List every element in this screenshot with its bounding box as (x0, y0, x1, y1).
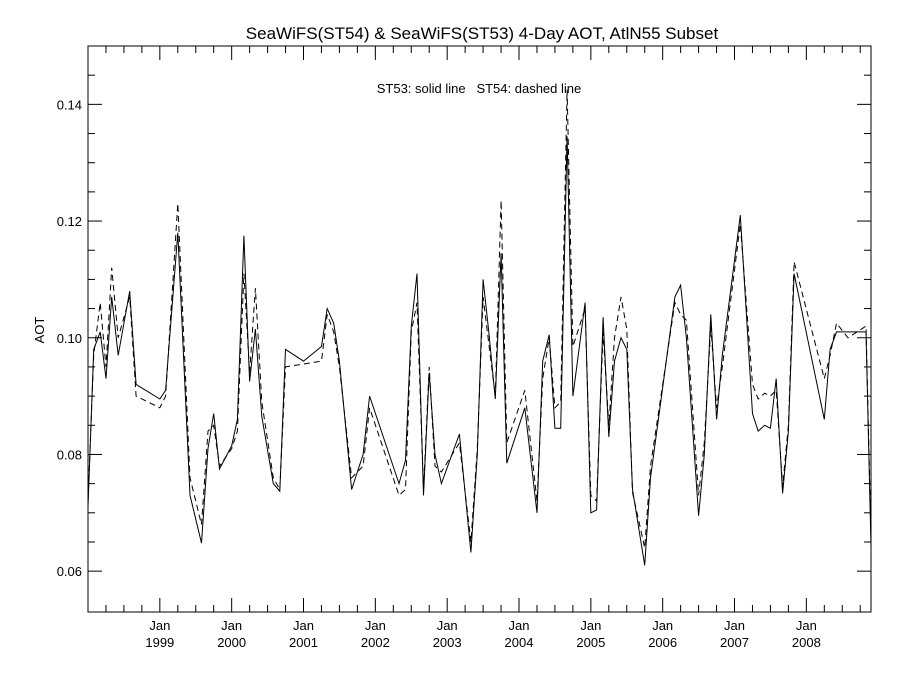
series-line-st54 (87, 89, 872, 548)
x-tick-year-label: 2008 (792, 635, 821, 650)
plot-area-frame (87, 45, 872, 613)
y-tick-label: 0.10 (57, 331, 82, 346)
x-tick-month-label: Jan (580, 618, 601, 633)
chart-title: SeaWiFS(ST54) & SeaWiFS(ST53) 4-Day AOT,… (246, 24, 719, 43)
x-tick-year-label: 1999 (145, 635, 174, 650)
y-tick-label: 0.12 (57, 214, 82, 229)
y-tick-label: 0.08 (57, 447, 82, 462)
x-tick-year-label: 2006 (648, 635, 677, 650)
series-line-st53 (87, 136, 872, 566)
x-tick-year-label: 2001 (289, 635, 318, 650)
x-tick-year-label: 2007 (720, 635, 749, 650)
y-tick-label: 0.14 (57, 97, 82, 112)
y-tick-label: 0.06 (57, 564, 82, 579)
x-tick-year-label: 2000 (217, 635, 246, 650)
x-tick-year-label: 2002 (361, 635, 390, 650)
x-tick-year-label: 2005 (576, 635, 605, 650)
x-tick-month-label: Jan (509, 618, 530, 633)
x-tick-year-label: 2004 (505, 635, 534, 650)
y-axis-label: AOT (32, 317, 47, 344)
series-layer (87, 89, 872, 566)
x-tick-month-label: Jan (724, 618, 745, 633)
x-tick-year-label: 2003 (433, 635, 462, 650)
x-tick-month-label: Jan (796, 618, 817, 633)
x-tick-month-label: Jan (221, 618, 242, 633)
ticks-layer: 0.06 0.08 0.10 0.12 0.14 Jan 1999 Jan 2000 Jan 200… (57, 45, 871, 650)
x-tick-month-label: Jan (437, 618, 458, 633)
legend-annotation: ST53: solid line ST54: dashed line (377, 81, 582, 96)
x-tick-month-label: Jan (149, 618, 170, 633)
x-tick-month-label: Jan (652, 618, 673, 633)
x-tick-month-label: Jan (365, 618, 386, 633)
x-tick-month-label: Jan (293, 618, 314, 633)
